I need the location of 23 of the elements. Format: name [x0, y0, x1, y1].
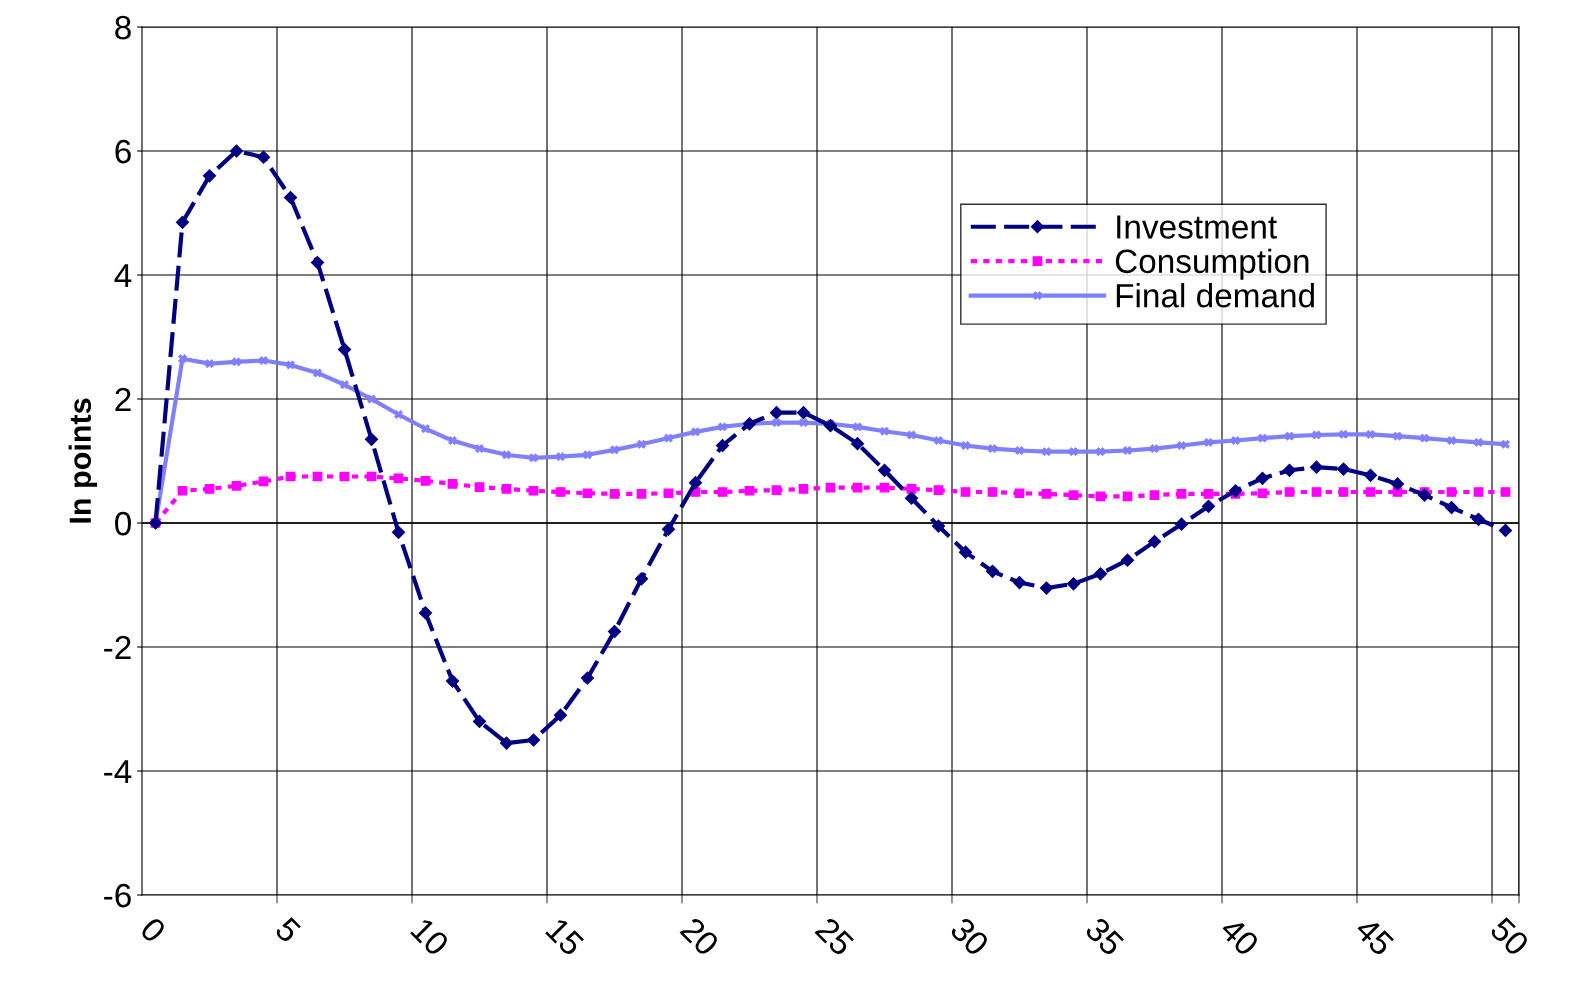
y-tick-label: 4 — [114, 264, 132, 288]
y-tick-label: 6 — [115, 139, 131, 164]
x-tick-label: 10 — [409, 916, 451, 958]
y-tick-label: 2 — [115, 387, 131, 412]
x-tick-label: 25 — [814, 916, 856, 957]
legend-label: Final demand — [1116, 283, 1314, 308]
x-tick-label: 35 — [1084, 915, 1126, 957]
x-tick-label: 5 — [274, 916, 302, 944]
y-tick-label: 8 — [115, 15, 131, 40]
legend-label: Investment — [1117, 215, 1277, 239]
x-tick-label: 50 — [1489, 916, 1531, 958]
y-axis-title: In points — [68, 398, 98, 523]
x-tick-label: 0 — [139, 915, 168, 944]
x-tick-label: 45 — [1353, 915, 1395, 957]
y-tick-label: -4 — [104, 760, 132, 784]
y-tick-label: 0 — [115, 511, 131, 536]
x-tick-label: 20 — [679, 916, 721, 958]
legend-label: Consumption — [1115, 248, 1309, 280]
y-tick-label: -6 — [104, 883, 131, 908]
y-tick-label: -2 — [104, 635, 131, 660]
x-tick-label: 30 — [949, 915, 991, 958]
x-tick-label: 40 — [1218, 915, 1261, 958]
x-tick-label: 15 — [544, 917, 585, 957]
